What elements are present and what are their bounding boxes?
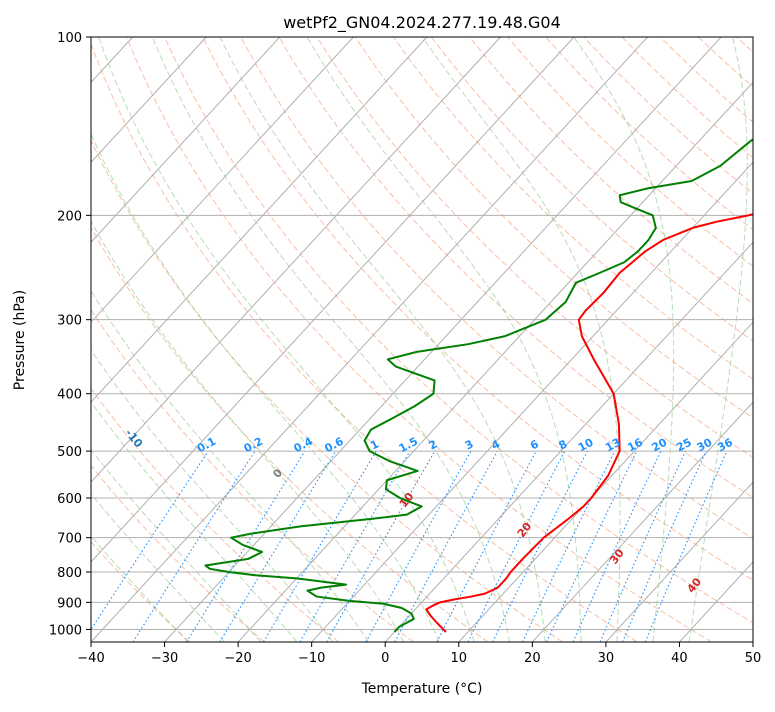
isotherm-line <box>0 37 280 642</box>
x-tick-label: 30 <box>598 651 615 666</box>
y-tick-label: 400 <box>57 388 82 403</box>
moist-adiabat-line <box>152 37 509 642</box>
mixing-ratio-label: 0.2 <box>242 435 265 456</box>
grid-lines <box>0 37 775 642</box>
mixing-ratio-line <box>573 451 661 642</box>
mixing-ratio-line <box>83 451 208 642</box>
y-tick-label: 900 <box>57 596 82 611</box>
dry-adiabat-line <box>432 37 775 642</box>
isotherm-line <box>312 37 775 642</box>
plot-area: -100-90-80-70-60-50-40-30-20-100.10.20.4… <box>0 34 775 642</box>
isotherm-line <box>679 37 775 642</box>
dry-adiabat-line <box>165 37 775 642</box>
dry-adiabat-line <box>127 37 712 642</box>
mixing-ratio-label: 2 <box>427 437 440 452</box>
isotherm-line <box>0 37 59 642</box>
mixing-ratio-label: 6 <box>528 437 541 452</box>
moist-adiabat-line <box>307 37 581 642</box>
chart-title: wetPf2_GN04.2024.277.19.48.G04 <box>283 13 561 33</box>
moist-adiabat-label: 30 <box>607 546 627 566</box>
y-tick-label: 500 <box>57 445 82 460</box>
mixing-ratio-label: 1.5 <box>397 435 420 456</box>
x-tick-label: 10 <box>451 651 468 666</box>
moist-adiabat-line <box>55 37 439 642</box>
plot-frame <box>91 37 753 642</box>
y-tick-label: 200 <box>57 209 82 224</box>
dry-adiabat-line <box>88 37 637 642</box>
dry-adiabats <box>0 37 775 642</box>
dry-adiabat-line <box>0 37 264 642</box>
mixing-ratio-label: 8 <box>557 437 570 452</box>
moist-adiabat-line <box>99 37 475 642</box>
mixing-ratio-line <box>366 451 471 642</box>
x-tick-label: 0 <box>381 651 389 666</box>
dry-adiabat-label: -10 <box>122 427 145 451</box>
x-tick-label: 50 <box>745 651 762 666</box>
x-tick-label: −40 <box>77 651 104 666</box>
dry-adiabat-line <box>546 37 775 642</box>
isotherm-line <box>0 37 500 642</box>
mixing-ratio-line <box>645 451 727 642</box>
mixing-ratio-label: 3 <box>463 437 476 452</box>
dry-adiabat-line <box>0 37 190 642</box>
dry-adiabat-line <box>317 37 775 642</box>
x-tick-label: −30 <box>151 651 178 666</box>
isotherm-line <box>753 37 775 642</box>
sounding-traces <box>206 37 775 632</box>
y-tick-label: 1000 <box>49 623 82 638</box>
y-tick-label: 600 <box>57 492 82 507</box>
y-tick-label: 800 <box>57 566 82 581</box>
isotherm-line <box>0 37 206 642</box>
x-axis-label: Temperature (°C) <box>361 681 483 697</box>
moist-adiabats <box>0 37 747 642</box>
isotherm-line <box>606 37 775 642</box>
moist-adiabat-line <box>0 37 225 642</box>
dry-adiabat-line <box>279 37 775 642</box>
isotherm-line <box>0 37 427 642</box>
moist-adiabat-line <box>0 37 188 642</box>
x-tick-label: 40 <box>671 651 688 666</box>
isotherm-line <box>532 37 775 642</box>
mixing-ratio-line <box>493 451 588 642</box>
dry-adiabat-line <box>508 37 775 642</box>
moist-adiabat-line <box>0 37 368 642</box>
dry-adiabat-line <box>737 37 775 642</box>
dry-adiabat-line <box>622 37 775 642</box>
y-tick-label: 100 <box>57 31 82 46</box>
mixing-ratio-line <box>547 451 637 642</box>
mixing-ratio-label: 0.6 <box>322 435 346 456</box>
moist-adiabat-line <box>220 37 545 642</box>
x-tick-label: −10 <box>298 651 325 666</box>
y-tick-label: 300 <box>57 314 82 329</box>
mixing-ratio-label: 0.4 <box>292 435 316 456</box>
mixing-ratio-line <box>220 451 336 642</box>
y-tick-label: 700 <box>57 532 82 547</box>
dewpoint-line <box>206 37 775 632</box>
mixing-ratio-label: 0.1 <box>195 435 218 456</box>
x-tick-label: −20 <box>224 651 251 666</box>
isotherm-line <box>385 37 775 642</box>
mixing-ratio-line <box>468 451 565 642</box>
isotherm-line <box>165 37 722 642</box>
y-axis-label: Pressure (hPa) <box>12 290 28 390</box>
moist-adiabat-label: 40 <box>685 575 705 595</box>
moist-adiabat-label: 10 <box>397 490 417 510</box>
moist-adiabat-line <box>0 37 333 642</box>
moist-adiabat-line <box>18 37 404 642</box>
mixing-ratio-line <box>600 451 686 642</box>
x-tick-label: 20 <box>524 651 541 666</box>
